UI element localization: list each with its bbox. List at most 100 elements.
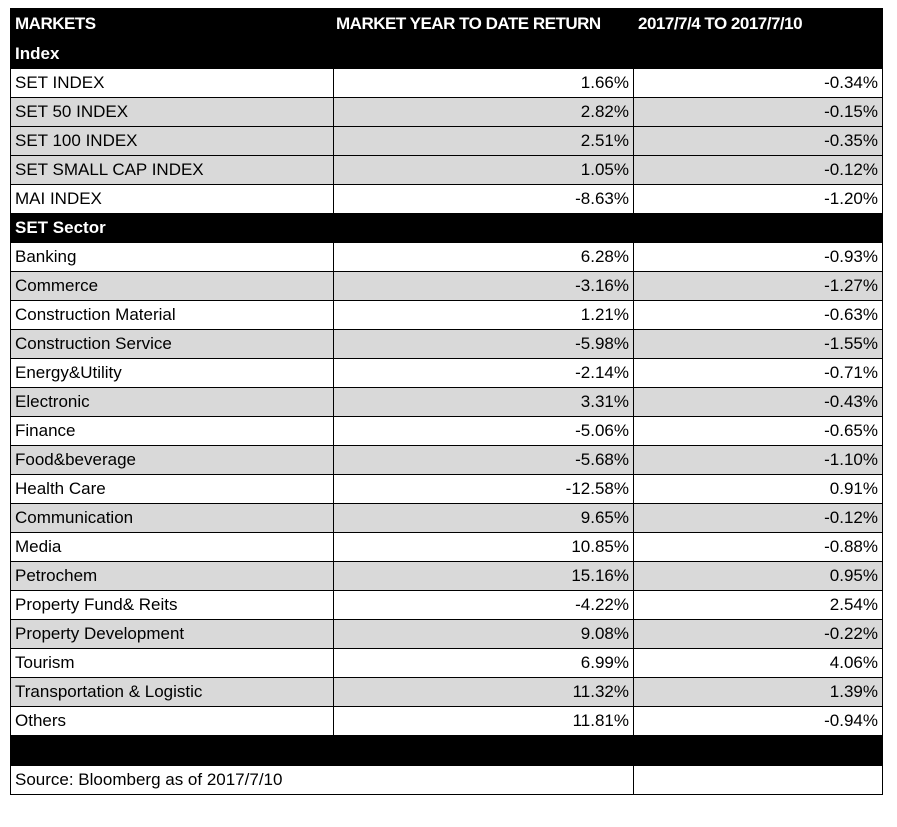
market-returns-table: MARKETS MARKET YEAR TO DATE RETURN 2017/… <box>10 8 883 795</box>
ytd-return: -12.58% <box>333 474 634 504</box>
weekly-return: -0.43% <box>633 387 883 417</box>
weekly-return: 2.54% <box>633 590 883 620</box>
market-name: Food&beverage <box>10 445 334 475</box>
market-name: SET 100 INDEX <box>10 126 334 156</box>
table-row: Health Care -12.58% 0.91% <box>10 474 883 504</box>
table-row: SET SMALL CAP INDEX 1.05% -0.12% <box>10 155 883 185</box>
ytd-return: 11.32% <box>333 677 634 707</box>
table-row: SET INDEX 1.66% -0.34% <box>10 68 883 98</box>
ytd-return: 6.99% <box>333 648 634 678</box>
market-name: SET SMALL CAP INDEX <box>10 155 334 185</box>
table-row: Transportation & Logistic 11.32% 1.39% <box>10 677 883 707</box>
source-empty-cell <box>633 765 883 795</box>
market-name: Finance <box>10 416 334 446</box>
table-row: Property Development 9.08% -0.22% <box>10 619 883 649</box>
spacer-row <box>10 735 883 766</box>
table-row: Energy&Utility -2.14% -0.71% <box>10 358 883 388</box>
market-name: Property Development <box>10 619 334 649</box>
ytd-return: -2.14% <box>333 358 634 388</box>
market-name: Energy&Utility <box>10 358 334 388</box>
weekly-return: -0.93% <box>633 242 883 272</box>
ytd-return: -8.63% <box>333 184 634 214</box>
header-row: MARKETS MARKET YEAR TO DATE RETURN 2017/… <box>10 8 883 40</box>
ytd-return: -4.22% <box>333 590 634 620</box>
ytd-return: 3.31% <box>333 387 634 417</box>
weekly-return: 0.91% <box>633 474 883 504</box>
table-row: Construction Service -5.98% -1.55% <box>10 329 883 359</box>
weekly-return: -0.88% <box>633 532 883 562</box>
ytd-return: 1.21% <box>333 300 634 330</box>
market-name: Transportation & Logistic <box>10 677 334 707</box>
table-row: Petrochem 15.16% 0.95% <box>10 561 883 591</box>
spacer-cell <box>10 735 883 766</box>
weekly-return: -0.12% <box>633 155 883 185</box>
header-date-range: 2017/7/4 TO 2017/7/10 <box>633 8 883 40</box>
weekly-return: -1.55% <box>633 329 883 359</box>
ytd-return: -3.16% <box>333 271 634 301</box>
market-name: Banking <box>10 242 334 272</box>
market-name: Tourism <box>10 648 334 678</box>
weekly-return: -0.22% <box>633 619 883 649</box>
market-name: MAI INDEX <box>10 184 334 214</box>
table-body: MARKETS MARKET YEAR TO DATE RETURN 2017/… <box>10 8 883 795</box>
weekly-return: -0.12% <box>633 503 883 533</box>
section-title: SET Sector <box>10 213 883 243</box>
ytd-return: -5.98% <box>333 329 634 359</box>
market-name: Media <box>10 532 334 562</box>
table-row: MAI INDEX -8.63% -1.20% <box>10 184 883 214</box>
section-header-row: SET Sector <box>10 213 883 243</box>
market-name: Property Fund& Reits <box>10 590 334 620</box>
weekly-return: -0.65% <box>633 416 883 446</box>
ytd-return: -5.68% <box>333 445 634 475</box>
weekly-return: -0.94% <box>633 706 883 736</box>
table-row: Communication 9.65% -0.12% <box>10 503 883 533</box>
section-title: Index <box>10 39 883 69</box>
table-row: Food&beverage -5.68% -1.10% <box>10 445 883 475</box>
weekly-return: -0.63% <box>633 300 883 330</box>
ytd-return: 2.82% <box>333 97 634 127</box>
weekly-return: -0.35% <box>633 126 883 156</box>
market-name: Communication <box>10 503 334 533</box>
table-row: Media 10.85% -0.88% <box>10 532 883 562</box>
section-header-row: Index <box>10 39 883 69</box>
table-row: Finance -5.06% -0.65% <box>10 416 883 446</box>
weekly-return: -0.34% <box>633 68 883 98</box>
market-name: SET INDEX <box>10 68 334 98</box>
market-name: SET 50 INDEX <box>10 97 334 127</box>
table-row: Banking 6.28% -0.93% <box>10 242 883 272</box>
market-name: Health Care <box>10 474 334 504</box>
weekly-return: -1.10% <box>633 445 883 475</box>
weekly-return: -0.15% <box>633 97 883 127</box>
weekly-return: -0.71% <box>633 358 883 388</box>
weekly-return: -1.27% <box>633 271 883 301</box>
weekly-return: 4.06% <box>633 648 883 678</box>
market-name: Construction Material <box>10 300 334 330</box>
table-row: Property Fund& Reits -4.22% 2.54% <box>10 590 883 620</box>
ytd-return: 9.08% <box>333 619 634 649</box>
table-row: Construction Material 1.21% -0.63% <box>10 300 883 330</box>
ytd-return: 1.05% <box>333 155 634 185</box>
source-row: Source: Bloomberg as of 2017/7/10 <box>10 765 883 795</box>
table-row: SET 100 INDEX 2.51% -0.35% <box>10 126 883 156</box>
ytd-return: 2.51% <box>333 126 634 156</box>
weekly-return: 1.39% <box>633 677 883 707</box>
market-name: Others <box>10 706 334 736</box>
ytd-return: 9.65% <box>333 503 634 533</box>
weekly-return: 0.95% <box>633 561 883 591</box>
ytd-return: 15.16% <box>333 561 634 591</box>
source-note: Source: Bloomberg as of 2017/7/10 <box>10 765 634 795</box>
table-row: Others 11.81% -0.94% <box>10 706 883 736</box>
market-name: Petrochem <box>10 561 334 591</box>
table-row: Tourism 6.99% 4.06% <box>10 648 883 678</box>
ytd-return: 10.85% <box>333 532 634 562</box>
table-row: SET 50 INDEX 2.82% -0.15% <box>10 97 883 127</box>
table-row: Commerce -3.16% -1.27% <box>10 271 883 301</box>
market-name: Commerce <box>10 271 334 301</box>
table-row: Electronic 3.31% -0.43% <box>10 387 883 417</box>
weekly-return: -1.20% <box>633 184 883 214</box>
header-markets: MARKETS <box>10 8 334 40</box>
ytd-return: 11.81% <box>333 706 634 736</box>
ytd-return: -5.06% <box>333 416 634 446</box>
ytd-return: 1.66% <box>333 68 634 98</box>
market-name: Electronic <box>10 387 334 417</box>
